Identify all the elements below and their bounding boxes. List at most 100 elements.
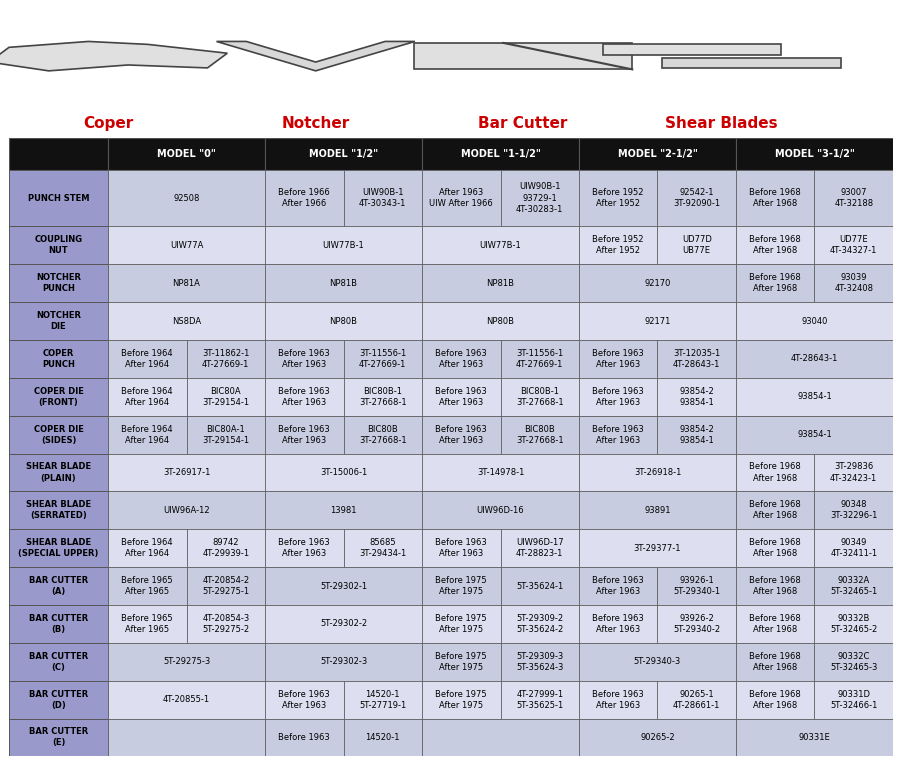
Bar: [9, 226, 108, 264]
Text: NP81B: NP81B: [486, 279, 514, 288]
Text: COUPLING
NUT: COUPLING NUT: [34, 235, 83, 255]
Text: UIW90B-1
4T-30343-1: UIW90B-1 4T-30343-1: [359, 188, 407, 208]
Bar: [422, 567, 501, 605]
Bar: [265, 643, 422, 681]
Bar: [344, 378, 422, 416]
Bar: [108, 340, 187, 378]
Bar: [344, 529, 422, 567]
Text: Before 1968
After 1968: Before 1968 After 1968: [750, 235, 801, 255]
Bar: [603, 44, 781, 55]
Text: Before 1963
After 1963: Before 1963 After 1963: [279, 387, 330, 407]
Text: UIW77B-1: UIW77B-1: [480, 241, 521, 250]
Text: 5T-29302-3: 5T-29302-3: [320, 657, 367, 666]
Text: 3T-11862-1
4T-27669-1: 3T-11862-1 4T-27669-1: [202, 349, 250, 369]
Bar: [736, 138, 893, 170]
Text: UIW96A-12: UIW96A-12: [163, 506, 210, 515]
Text: Before 1963
After 1963: Before 1963 After 1963: [279, 349, 330, 369]
Text: 5T-29302-1: 5T-29302-1: [320, 581, 367, 591]
Text: UIW90B-1
93729-1
4T-30283-1: UIW90B-1 93729-1 4T-30283-1: [516, 183, 564, 214]
Text: COPER DIE
(FRONT): COPER DIE (FRONT): [33, 387, 84, 407]
Bar: [344, 340, 422, 378]
Text: Before 1975
After 1975: Before 1975 After 1975: [436, 613, 487, 634]
Text: 92171: 92171: [644, 316, 671, 325]
Text: After 1963
UIW After 1966: After 1963 UIW After 1966: [429, 188, 493, 208]
Text: Before 1963
After 1963: Before 1963 After 1963: [593, 387, 644, 407]
Text: BIC80B-1
3T-27668-1: BIC80B-1 3T-27668-1: [516, 387, 564, 407]
Bar: [579, 138, 736, 170]
Bar: [658, 567, 736, 605]
Text: 85685
3T-29434-1: 85685 3T-29434-1: [359, 538, 407, 558]
Text: COPER DIE
(SIDES): COPER DIE (SIDES): [33, 425, 84, 445]
Bar: [187, 605, 265, 643]
Text: 90331E: 90331E: [798, 733, 831, 742]
Text: MODEL "3-1/2": MODEL "3-1/2": [775, 149, 854, 159]
Bar: [422, 226, 579, 264]
Text: BIC80B
3T-27668-1: BIC80B 3T-27668-1: [516, 425, 564, 445]
Text: Before 1975
After 1975: Before 1975 After 1975: [436, 652, 487, 672]
Text: BAR CUTTER
(C): BAR CUTTER (C): [29, 652, 88, 672]
Text: Before 1968
After 1968: Before 1968 After 1968: [750, 690, 801, 710]
Bar: [815, 529, 893, 567]
Text: 5T-35624-1: 5T-35624-1: [516, 581, 564, 591]
Bar: [736, 567, 815, 605]
Bar: [187, 416, 265, 454]
Bar: [422, 138, 579, 170]
Text: Before 1952
After 1952: Before 1952 After 1952: [593, 235, 644, 255]
Bar: [579, 170, 658, 226]
Text: Before 1968
After 1968: Before 1968 After 1968: [750, 613, 801, 634]
Bar: [579, 643, 736, 681]
Text: 93891: 93891: [644, 506, 671, 515]
Bar: [422, 303, 579, 340]
Text: 3T-11556-1
4T-27669-1: 3T-11556-1 4T-27669-1: [359, 349, 407, 369]
Text: UD77D
UB77E: UD77D UB77E: [682, 235, 712, 255]
Bar: [736, 264, 815, 303]
Bar: [579, 378, 658, 416]
Text: 93926-1
5T-29340-1: 93926-1 5T-29340-1: [673, 576, 721, 596]
Text: 93854-2
93854-1: 93854-2 93854-1: [679, 425, 714, 445]
Bar: [736, 303, 893, 340]
Bar: [9, 378, 108, 416]
Bar: [9, 138, 108, 170]
Bar: [736, 226, 815, 264]
Text: Before 1968
After 1968: Before 1968 After 1968: [750, 462, 801, 483]
Bar: [579, 567, 658, 605]
Bar: [501, 340, 579, 378]
Text: Notcher: Notcher: [281, 115, 350, 131]
Bar: [658, 416, 736, 454]
Text: 5T-29275-3: 5T-29275-3: [163, 657, 210, 666]
Bar: [579, 529, 736, 567]
Bar: [736, 643, 815, 681]
Bar: [108, 491, 265, 529]
Text: BIC80A
3T-29154-1: BIC80A 3T-29154-1: [202, 387, 249, 407]
Text: 90332A
5T-32465-1: 90332A 5T-32465-1: [830, 576, 878, 596]
Text: Before 1963
After 1963: Before 1963 After 1963: [279, 690, 330, 710]
Bar: [658, 681, 736, 718]
Text: 93926-2
5T-29340-2: 93926-2 5T-29340-2: [673, 613, 721, 634]
Text: 4T-20854-3
5T-29275-2: 4T-20854-3 5T-29275-2: [202, 613, 249, 634]
Bar: [108, 681, 265, 718]
Bar: [736, 491, 815, 529]
Bar: [414, 43, 632, 70]
Bar: [265, 264, 422, 303]
Text: Before 1968
After 1968: Before 1968 After 1968: [750, 188, 801, 208]
Bar: [265, 454, 422, 491]
Bar: [422, 529, 501, 567]
Bar: [265, 529, 344, 567]
Text: 5T-29309-2
5T-35624-2: 5T-29309-2 5T-35624-2: [516, 613, 564, 634]
Text: NP81A: NP81A: [172, 279, 200, 288]
Text: 90265-1
4T-28661-1: 90265-1 4T-28661-1: [673, 690, 721, 710]
Text: Before 1975
After 1975: Before 1975 After 1975: [436, 690, 487, 710]
Bar: [9, 491, 108, 529]
Text: NP80B: NP80B: [329, 316, 357, 325]
Bar: [108, 264, 265, 303]
Bar: [108, 170, 265, 226]
Bar: [108, 454, 265, 491]
Text: Before 1963
After 1963: Before 1963 After 1963: [279, 425, 330, 445]
Text: 4T-20854-2
5T-29275-1: 4T-20854-2 5T-29275-1: [202, 576, 249, 596]
Text: BIC80A-1
3T-29154-1: BIC80A-1 3T-29154-1: [202, 425, 249, 445]
Bar: [265, 491, 422, 529]
Bar: [422, 264, 579, 303]
Bar: [422, 416, 501, 454]
Text: UIW77A: UIW77A: [170, 241, 203, 250]
Text: 90332C
5T-32465-3: 90332C 5T-32465-3: [830, 652, 878, 672]
